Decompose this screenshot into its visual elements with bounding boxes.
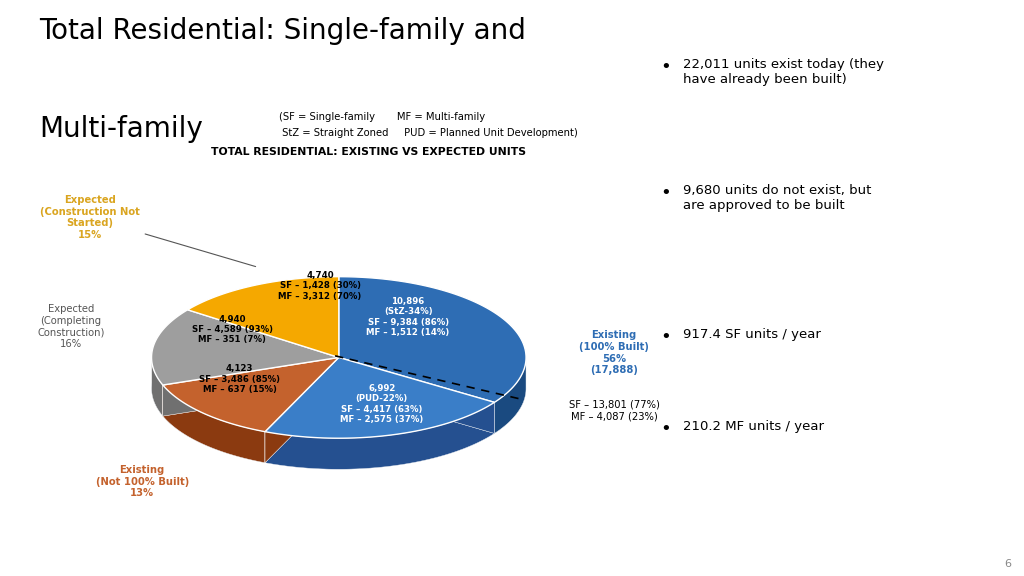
Text: Expected
(Completing
Construction)
16%: Expected (Completing Construction) 16% — [37, 304, 104, 349]
Polygon shape — [265, 358, 339, 463]
Text: •: • — [660, 184, 671, 202]
Polygon shape — [495, 357, 526, 433]
Polygon shape — [152, 310, 339, 385]
Text: SF – 13,801 (77%)
MF – 4,087 (23%): SF – 13,801 (77%) MF – 4,087 (23%) — [568, 399, 659, 421]
Ellipse shape — [152, 308, 526, 469]
Polygon shape — [187, 276, 339, 358]
Text: Multi-family: Multi-family — [39, 115, 203, 143]
Text: •: • — [660, 420, 671, 438]
Polygon shape — [265, 358, 339, 463]
Polygon shape — [265, 403, 495, 469]
Polygon shape — [163, 385, 265, 463]
Text: StZ = Straight Zoned     PUD = Planned Unit Development): StZ = Straight Zoned PUD = Planned Unit … — [279, 128, 578, 138]
Text: 22,011 units exist today (they
have already been built): 22,011 units exist today (they have alre… — [683, 58, 884, 86]
Text: (SF = Single-family       MF = Multi-family: (SF = Single-family MF = Multi-family — [279, 112, 484, 122]
Polygon shape — [339, 358, 495, 433]
Polygon shape — [163, 358, 339, 431]
Text: 4,740
SF – 1,428 (30%)
MF – 3,312 (70%): 4,740 SF – 1,428 (30%) MF – 3,312 (70%) — [279, 271, 361, 301]
Polygon shape — [339, 276, 526, 403]
Text: Existing
(100% Built)
56%
(17,888): Existing (100% Built) 56% (17,888) — [580, 331, 649, 375]
Text: Expected
(Construction Not
Started)
15%: Expected (Construction Not Started) 15% — [40, 195, 256, 267]
Text: 6: 6 — [1005, 559, 1012, 569]
Text: 4,940
SF – 4,589 (93%)
MF – 351 (7%): 4,940 SF – 4,589 (93%) MF – 351 (7%) — [191, 314, 272, 344]
Polygon shape — [163, 358, 339, 416]
Text: •: • — [660, 58, 671, 75]
Text: 6,992
(PUD-22%)
SF – 4,417 (63%)
MF – 2,575 (37%): 6,992 (PUD-22%) SF – 4,417 (63%) MF – 2,… — [340, 384, 424, 424]
Text: 917.4 SF units / year: 917.4 SF units / year — [683, 328, 821, 342]
Text: •: • — [660, 328, 671, 346]
Polygon shape — [339, 358, 495, 433]
Polygon shape — [152, 355, 163, 416]
Text: Existing
(Not 100% Built)
13%: Existing (Not 100% Built) 13% — [95, 465, 188, 498]
Text: 9,680 units do not exist, but
are approved to be built: 9,680 units do not exist, but are approv… — [683, 184, 871, 213]
Polygon shape — [265, 358, 495, 438]
Text: 4,123
SF – 3,486 (85%)
MF – 637 (15%): 4,123 SF – 3,486 (85%) MF – 637 (15%) — [199, 364, 280, 394]
Text: 210.2 MF units / year: 210.2 MF units / year — [683, 420, 824, 434]
Text: TOTAL RESIDENTIAL: EXISTING VS EXPECTED UNITS: TOTAL RESIDENTIAL: EXISTING VS EXPECTED … — [211, 147, 526, 157]
Text: Total Residential: Single-family and: Total Residential: Single-family and — [39, 17, 525, 46]
Text: 10,896
(StZ-34%)
SF – 9,384 (86%)
MF – 1,512 (14%): 10,896 (StZ-34%) SF – 9,384 (86%) MF – 1… — [367, 297, 450, 337]
Polygon shape — [163, 358, 339, 416]
